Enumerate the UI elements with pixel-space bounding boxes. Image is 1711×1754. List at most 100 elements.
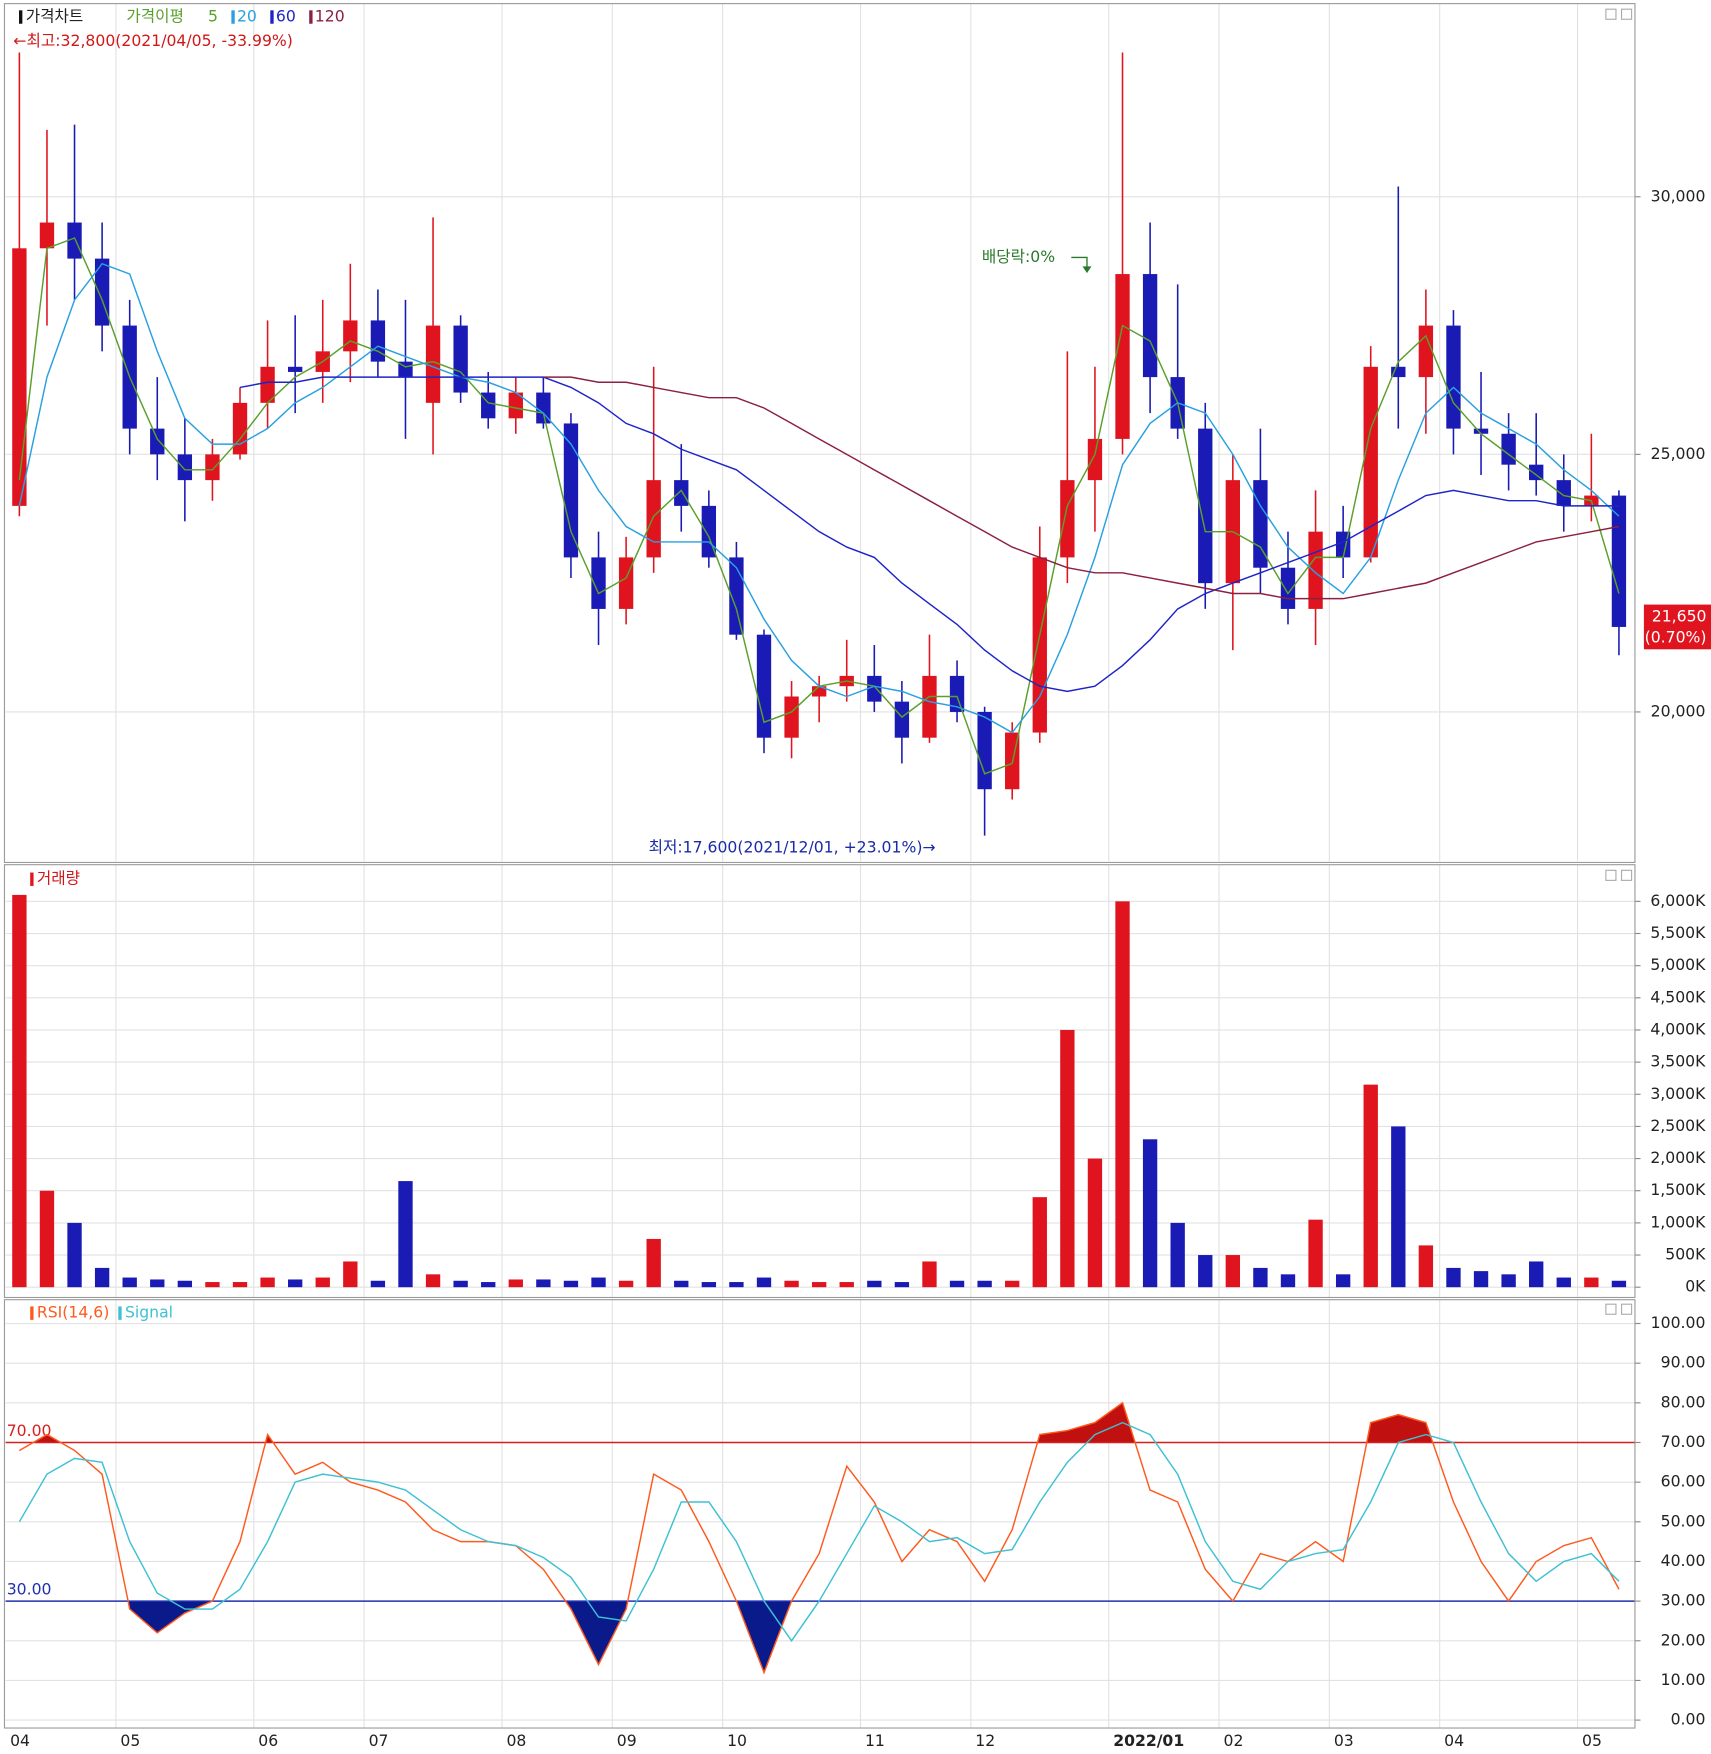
candle-body	[756, 634, 772, 738]
volume-bar	[343, 1261, 358, 1288]
high-annotation: ←최고:32,800(2021/04/05, -33.99%)	[13, 31, 292, 50]
candle-body	[39, 222, 55, 249]
candle-body	[1280, 567, 1296, 609]
rsi-zone-fill	[33, 1402, 1433, 1443]
legend-marker	[30, 1306, 34, 1320]
y-tick-label: 6,000K	[1650, 891, 1706, 910]
volume-bar	[1501, 1274, 1516, 1288]
y-tick-label: 40.00	[1661, 1551, 1706, 1570]
volume-bar	[701, 1282, 717, 1288]
y-tick-label: 0.00	[1671, 1710, 1706, 1729]
volume-bar	[1391, 1126, 1406, 1288]
volume-bar	[1280, 1274, 1296, 1288]
candle-body	[370, 320, 386, 362]
volume-bar	[425, 1274, 441, 1288]
volume-bar	[591, 1277, 606, 1288]
close-button[interactable]	[1620, 869, 1633, 881]
legend-marker	[118, 1306, 122, 1320]
volume-bar	[1115, 901, 1130, 1288]
y-tick-label: 5,500K	[1650, 923, 1706, 942]
candle-body	[1446, 325, 1461, 429]
x-tick-label: 05	[1582, 1731, 1602, 1750]
x-tick-label: 05	[120, 1731, 140, 1750]
volume-bar	[1308, 1219, 1323, 1288]
price-title: 가격차트	[26, 7, 84, 26]
y-tick-label: 20,000	[1651, 701, 1706, 720]
last-change-label: (0.70%)	[1645, 628, 1707, 647]
minimize-button[interactable]	[1605, 869, 1617, 881]
candle-body	[1032, 557, 1047, 733]
volume-bar	[1611, 1280, 1627, 1288]
x-tick-label: 10	[727, 1731, 747, 1750]
volume-bar	[260, 1277, 275, 1288]
ma-label: 가격이평	[126, 7, 184, 26]
candle-body	[205, 454, 220, 481]
volume-bar	[122, 1277, 137, 1288]
candle-body	[67, 222, 82, 259]
volume-bar	[1087, 1158, 1103, 1288]
candle-body	[591, 557, 606, 609]
close-button[interactable]	[1620, 8, 1633, 20]
candle-body	[1142, 274, 1158, 378]
candle-body	[260, 366, 275, 403]
last-price-label: 21,650	[1652, 606, 1707, 625]
volume-bar	[811, 1282, 827, 1288]
candle-body	[563, 423, 579, 558]
y-tick-label: 3,500K	[1650, 1052, 1706, 1071]
y-tick-label: 2,500K	[1650, 1116, 1706, 1135]
x-tick-label: 12	[975, 1731, 995, 1750]
y-tick-label: 70.00	[1661, 1432, 1706, 1451]
y-tick-label: 2,000K	[1650, 1148, 1706, 1167]
y-tick-label: 25,000	[1651, 444, 1706, 463]
candle-body	[729, 557, 744, 635]
x-tick-label: 02	[1224, 1731, 1244, 1750]
rsi-legend: RSI(14,6) Signal	[30, 1303, 173, 1322]
volume-bar	[646, 1238, 661, 1288]
candle-body	[1501, 433, 1516, 465]
candle-body	[1115, 274, 1130, 439]
legend-label: RSI(14,6)	[37, 1303, 109, 1322]
volume-bar	[1473, 1271, 1489, 1288]
volume-bar	[508, 1279, 523, 1288]
candle-body	[425, 325, 441, 403]
volume-bar	[39, 1190, 55, 1288]
y-tick-label: 100.00	[1651, 1313, 1706, 1332]
candle-body	[1418, 325, 1434, 378]
candle-body	[949, 675, 965, 712]
volume-bar	[1225, 1255, 1241, 1288]
candle-body	[1060, 480, 1075, 558]
volume-bar	[1253, 1267, 1268, 1288]
y-tick-label: 30,000	[1651, 186, 1706, 205]
volume-bar	[398, 1181, 413, 1288]
low-annotation: 최저:17,600(2021/12/01, +23.01%)→	[649, 837, 936, 856]
volume-panel-frame	[3, 864, 1636, 1299]
x-tick-label: 03	[1334, 1731, 1354, 1750]
candle-body	[922, 675, 937, 738]
x-tick-label: 2022/01	[1113, 1731, 1184, 1750]
x-tick-label: 06	[258, 1731, 278, 1750]
dividend-annotation: 배당락:0%	[982, 247, 1055, 266]
last-price-box: 21,650 (0.70%)	[1643, 604, 1711, 650]
legend-label: 120	[315, 7, 345, 26]
dividend-arrowhead	[1082, 266, 1092, 274]
volume-bar	[315, 1277, 330, 1288]
x-tick-label: 08	[506, 1731, 526, 1750]
panel-buttons	[1605, 8, 1633, 1315]
volume-bar	[674, 1280, 689, 1288]
candle-body	[674, 480, 689, 506]
minimize-button[interactable]	[1605, 1303, 1617, 1315]
level-label: 70.00	[7, 1421, 52, 1440]
volume-bar	[1170, 1222, 1185, 1288]
candle-body	[894, 701, 910, 738]
volume-bar	[1363, 1084, 1378, 1288]
moving-average-line	[239, 376, 1619, 693]
minimize-button[interactable]	[1605, 8, 1617, 20]
volume-bar	[370, 1280, 386, 1288]
close-button[interactable]	[1620, 1303, 1633, 1315]
legend-label: Signal	[125, 1303, 173, 1322]
x-tick-label: 04	[1444, 1731, 1464, 1750]
